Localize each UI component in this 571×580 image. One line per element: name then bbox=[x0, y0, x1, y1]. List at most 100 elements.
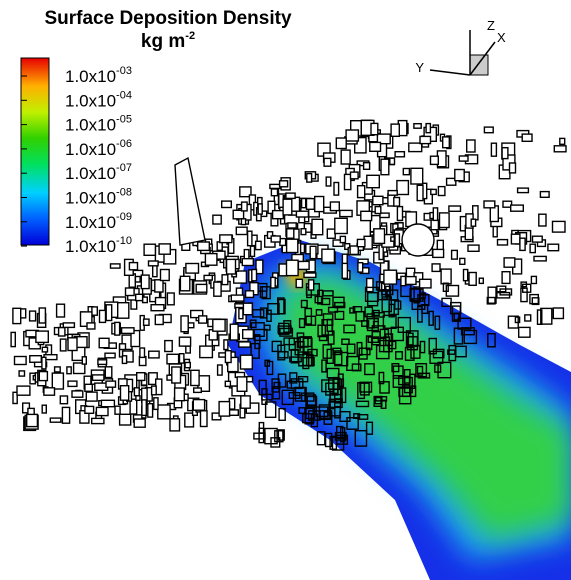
building bbox=[342, 263, 347, 278]
building bbox=[322, 249, 335, 262]
building bbox=[414, 124, 421, 129]
building bbox=[256, 241, 262, 249]
level-label: 1.0x10-04 bbox=[65, 89, 132, 110]
level-base: 1.0x10 bbox=[65, 213, 116, 232]
building bbox=[142, 400, 146, 416]
building bbox=[167, 293, 174, 305]
colorbar bbox=[21, 58, 49, 245]
building bbox=[98, 360, 107, 365]
level-exponent: -10 bbox=[116, 235, 132, 247]
building bbox=[519, 327, 530, 337]
building bbox=[403, 169, 409, 175]
level-label: 1.0x10-07 bbox=[65, 162, 132, 183]
building bbox=[120, 344, 126, 350]
level-exponent: -05 bbox=[116, 114, 132, 126]
building bbox=[471, 219, 475, 226]
building bbox=[484, 127, 493, 133]
building bbox=[167, 354, 179, 364]
building bbox=[224, 340, 228, 350]
building bbox=[553, 308, 563, 319]
building bbox=[106, 381, 116, 387]
building bbox=[243, 330, 254, 339]
building bbox=[99, 338, 109, 347]
building bbox=[144, 319, 149, 325]
building bbox=[175, 388, 185, 401]
building bbox=[11, 332, 15, 346]
building bbox=[522, 134, 532, 141]
building bbox=[241, 396, 250, 408]
building bbox=[398, 223, 403, 228]
building bbox=[225, 381, 230, 386]
building bbox=[455, 170, 464, 181]
building bbox=[42, 405, 46, 413]
building bbox=[296, 279, 302, 287]
building bbox=[530, 295, 538, 304]
level-exponent: -04 bbox=[116, 89, 132, 101]
building bbox=[390, 158, 395, 164]
building bbox=[136, 294, 143, 300]
building bbox=[122, 328, 134, 334]
level-label: 1.0x10-09 bbox=[65, 211, 132, 232]
building bbox=[62, 407, 69, 423]
building bbox=[213, 319, 225, 331]
building bbox=[68, 338, 77, 351]
building bbox=[115, 406, 120, 414]
building bbox=[395, 152, 404, 157]
building bbox=[534, 256, 546, 261]
building bbox=[60, 396, 67, 404]
building bbox=[155, 315, 163, 325]
building bbox=[222, 275, 228, 285]
building bbox=[86, 392, 97, 401]
building bbox=[59, 328, 65, 336]
building bbox=[135, 277, 140, 283]
building bbox=[336, 138, 346, 149]
building bbox=[230, 324, 238, 340]
building bbox=[72, 391, 83, 397]
building bbox=[140, 348, 145, 357]
building bbox=[129, 263, 137, 270]
building bbox=[395, 234, 399, 246]
building bbox=[55, 367, 61, 372]
building bbox=[420, 279, 431, 288]
building bbox=[384, 270, 397, 284]
building bbox=[280, 181, 288, 187]
building bbox=[364, 163, 370, 170]
building bbox=[42, 347, 47, 352]
building bbox=[358, 263, 363, 272]
building bbox=[246, 291, 254, 298]
building bbox=[361, 211, 372, 220]
building bbox=[42, 357, 46, 369]
axis-label: Z bbox=[487, 18, 495, 33]
building bbox=[141, 275, 149, 289]
unit-exponent: -2 bbox=[185, 30, 195, 42]
level-base: 1.0x10 bbox=[65, 140, 116, 159]
building bbox=[420, 136, 431, 143]
building bbox=[443, 137, 450, 148]
building bbox=[381, 159, 389, 175]
building bbox=[172, 367, 181, 383]
building bbox=[134, 388, 139, 396]
building bbox=[468, 245, 479, 251]
axis-label: Y bbox=[415, 60, 424, 75]
building bbox=[115, 322, 120, 335]
building bbox=[351, 172, 359, 179]
building bbox=[334, 183, 339, 196]
building bbox=[201, 411, 208, 427]
building bbox=[239, 309, 243, 319]
building bbox=[367, 175, 380, 187]
level-label: 1.0x10-03 bbox=[65, 65, 132, 86]
building bbox=[126, 288, 135, 296]
building bbox=[397, 207, 402, 221]
building bbox=[521, 288, 527, 301]
building bbox=[433, 208, 437, 221]
page: {"legend": {"title": "Surface Deposition… bbox=[0, 0, 571, 580]
building bbox=[52, 373, 63, 389]
building bbox=[158, 405, 170, 419]
building bbox=[30, 311, 36, 321]
building bbox=[409, 143, 422, 152]
building bbox=[301, 229, 306, 235]
building bbox=[161, 270, 170, 281]
building bbox=[452, 250, 458, 259]
building bbox=[214, 282, 221, 296]
building bbox=[411, 168, 423, 184]
